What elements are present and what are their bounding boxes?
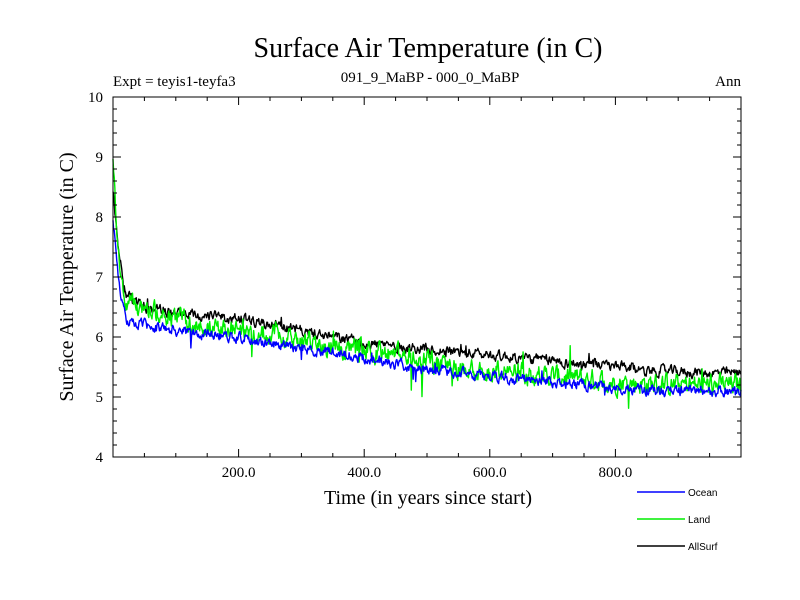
x-axis-label: Time (in years since start) bbox=[324, 487, 532, 509]
y-tick-label: 5 bbox=[96, 390, 104, 406]
plot-frame bbox=[112, 96, 742, 458]
legend-label-land: Land bbox=[688, 515, 710, 526]
y-tick-label: 6 bbox=[96, 330, 104, 346]
y-axis-label: Surface Air Temperature (in C) bbox=[56, 152, 78, 401]
y-tick-label: 7 bbox=[96, 270, 104, 286]
legend-label-allsurf: AllSurf bbox=[688, 542, 718, 553]
experiment-label: Expt = teyis1-teyfa3 bbox=[113, 74, 236, 90]
x-tick-label: 600.0 bbox=[473, 465, 507, 481]
x-tick-label: 800.0 bbox=[599, 465, 633, 481]
chart-title: Surface Air Temperature (in C) bbox=[254, 33, 603, 64]
y-tick-label: 10 bbox=[88, 90, 103, 106]
season-label: Ann bbox=[715, 74, 741, 90]
series-line-land bbox=[112, 158, 742, 409]
period-label: 091_9_MaBP - 000_0_MaBP bbox=[341, 70, 520, 86]
x-tick-label: 400.0 bbox=[347, 465, 381, 481]
ticks-layer: 200.0 400.0 600.0 800.0 4 5 6 7 8 9 10 bbox=[88, 90, 741, 481]
legend: Ocean Land AllSurf bbox=[637, 488, 718, 553]
y-tick-label: 8 bbox=[96, 210, 104, 226]
y-tick-label: 4 bbox=[96, 450, 104, 466]
series-line-allsurf bbox=[112, 191, 742, 380]
x-tick-label: 200.0 bbox=[222, 465, 256, 481]
series-line-ocean bbox=[112, 220, 742, 398]
plot-area: 200.0 400.0 600.0 800.0 4 5 6 7 8 9 10 bbox=[88, 90, 742, 481]
y-tick-label: 9 bbox=[96, 150, 104, 166]
legend-label-ocean: Ocean bbox=[688, 488, 717, 499]
series-layer bbox=[112, 158, 742, 409]
